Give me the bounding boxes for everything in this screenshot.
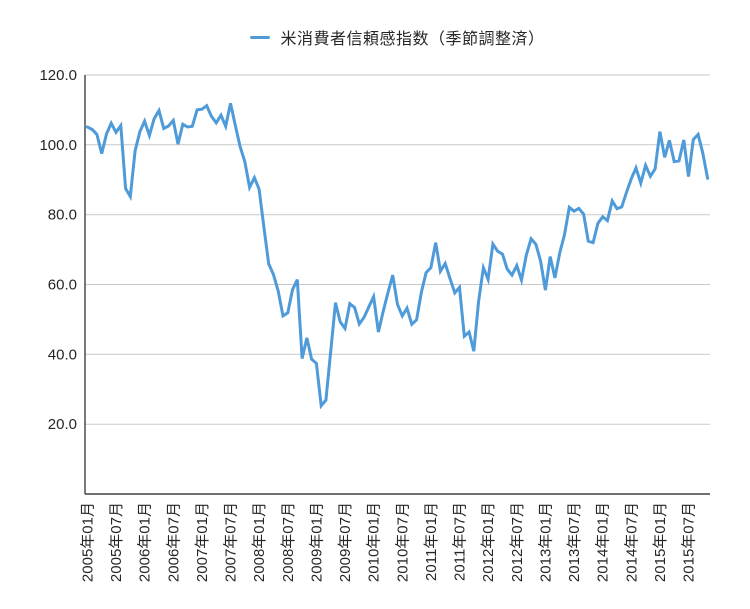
x-axis-tick-label: 2009年07月 xyxy=(337,502,354,582)
x-axis-tick-label: 2005年07月 xyxy=(108,502,125,582)
legend-line-marker-icon xyxy=(250,35,271,39)
x-axis-tick-label: 2013年01月 xyxy=(537,502,554,582)
y-axis-tick-label: 120.0 xyxy=(39,67,77,84)
x-axis-tick-label: 2014年01月 xyxy=(595,502,612,582)
x-axis-tick-label: 2008年07月 xyxy=(280,502,297,582)
x-axis-tick-label: 2009年01月 xyxy=(308,502,325,582)
legend-label: 米消費者信頼感指数（季節調整済） xyxy=(280,31,545,48)
x-axis-tick-label: 2006年07月 xyxy=(165,502,182,582)
x-axis-tick-label: 2015年01月 xyxy=(652,502,669,582)
x-axis-tick-label: 2005年01月 xyxy=(79,502,96,582)
x-axis-tick-label: 2012年07月 xyxy=(509,502,526,582)
x-axis-tick-label: 2006年01月 xyxy=(137,502,154,582)
y-axis-tick-label: 40.0 xyxy=(48,346,77,363)
x-axis-tick-label: 2008年01月 xyxy=(251,502,268,582)
x-axis-tick-label: 2012年01月 xyxy=(480,502,497,582)
x-axis-tick-label: 2010年01月 xyxy=(366,502,383,582)
x-axis-tick-label: 2007年01月 xyxy=(194,502,211,582)
x-axis-tick-label: 2013年07月 xyxy=(566,502,583,582)
y-axis-tick-label: 60.0 xyxy=(48,277,77,294)
x-axis-tick-label: 2011年07月 xyxy=(452,502,469,581)
y-axis-tick-label: 100.0 xyxy=(39,137,77,154)
x-axis-tick-label: 2007年07月 xyxy=(223,502,240,582)
x-axis-tick-label: 2014年07月 xyxy=(623,502,640,582)
y-axis-tick-label: 20.0 xyxy=(48,416,77,433)
y-axis-tick-label: 80.0 xyxy=(48,207,77,224)
x-axis-tick-label: 2011年01月 xyxy=(423,502,440,581)
series-line xyxy=(85,102,710,410)
x-axis-tick-label: 2010年07月 xyxy=(394,502,411,582)
chart-legend: 米消費者信頼感指数（季節調整済） xyxy=(85,25,710,49)
x-axis-tick-label: 2015年07月 xyxy=(681,502,698,582)
